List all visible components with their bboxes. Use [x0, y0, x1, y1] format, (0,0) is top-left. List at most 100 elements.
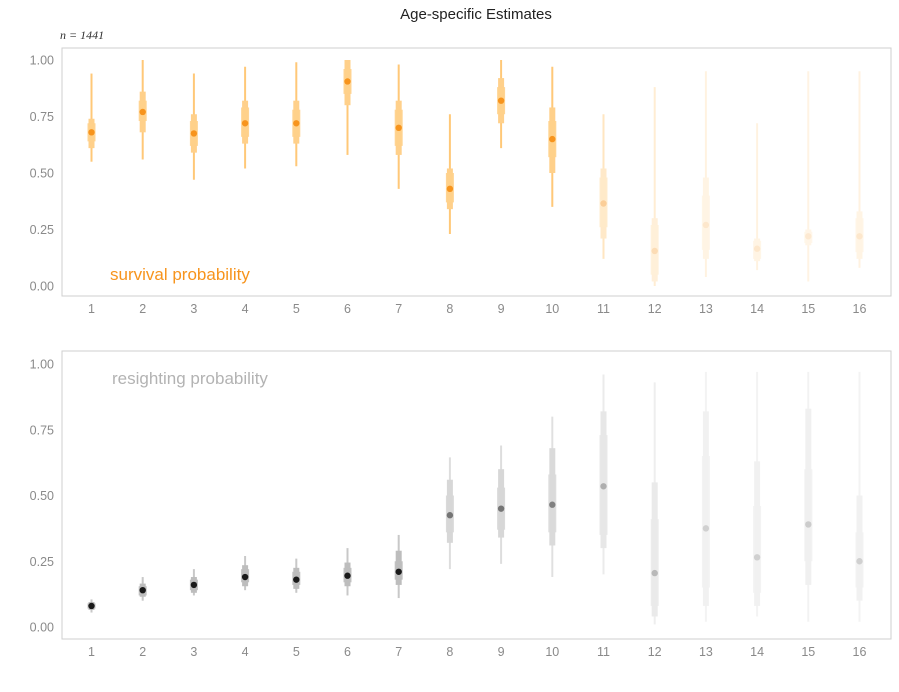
sample-size-note: n = 1441 [60, 28, 104, 42]
estimate-group [394, 534, 403, 599]
x-tick-label: 3 [190, 302, 197, 316]
estimate-point [293, 120, 300, 127]
inner-interval-bar [599, 177, 608, 228]
inner-interval-bar [855, 218, 864, 253]
estimate-group [189, 73, 198, 180]
estimate-point [497, 505, 505, 512]
estimate-group [650, 382, 659, 625]
estimate-group [138, 577, 147, 601]
estimate-point [549, 135, 556, 143]
estimate-point [190, 581, 198, 589]
x-tick-label: 13 [699, 645, 713, 659]
x-tick-label: 11 [597, 645, 610, 659]
estimate-point [293, 576, 300, 583]
x-tick-label: 6 [344, 645, 351, 659]
estimate-point [139, 586, 146, 594]
x-tick-label: 11 [597, 302, 610, 316]
x-tick-label: 14 [750, 645, 764, 659]
inner-interval-bar [753, 506, 762, 593]
y-tick-label: 0.50 [30, 489, 54, 503]
estimate-group [497, 60, 506, 149]
x-tick-label: 4 [242, 302, 249, 316]
estimate-point [344, 78, 351, 85]
estimate-point [88, 602, 95, 610]
x-tick-label: 12 [648, 645, 662, 659]
estimate-point [549, 501, 556, 508]
x-tick-label: 14 [750, 302, 764, 316]
estimate-group [445, 457, 454, 570]
estimate-point [702, 525, 710, 532]
estimate-group [292, 558, 301, 593]
y-tick-label: 1.00 [30, 358, 54, 372]
mid-interval-bar [549, 448, 556, 546]
mid-interval-bar [702, 411, 709, 606]
mid-interval-bar [754, 238, 761, 262]
y-tick-label: 0.00 [30, 621, 54, 635]
estimate-point [139, 108, 146, 116]
x-tick-label: 7 [395, 302, 402, 316]
estimate-group [804, 71, 813, 282]
x-tick-label: 3 [190, 645, 197, 659]
estimate-point [753, 554, 761, 561]
inner-interval-bar [804, 231, 813, 244]
x-tick-label: 10 [545, 302, 559, 316]
plot-frame [61, 47, 892, 297]
inner-interval-bar [804, 469, 813, 562]
mid-interval-bar [856, 211, 863, 259]
x-tick-label: 15 [801, 302, 815, 316]
mid-interval-bar [651, 218, 658, 282]
estimate-group [497, 445, 506, 564]
survival-panel: 0.000.250.500.751.001 2 3 4 5 6 7 8 9 10 11 12 13 14 1… [30, 47, 892, 316]
x-tick-label: 5 [293, 645, 300, 659]
x-tick-label: 2 [139, 645, 146, 659]
estimate-group [753, 371, 762, 617]
estimate-point [805, 233, 812, 240]
estimate-point [651, 569, 658, 577]
y-tick-label: 0.25 [30, 223, 54, 237]
estimate-point [446, 185, 454, 193]
estimate-group [701, 371, 710, 622]
x-tick-label: 9 [498, 302, 505, 316]
panel-label: resighting probability [112, 369, 268, 388]
estimate-group [445, 114, 454, 235]
y-tick-label: 0.75 [30, 423, 54, 437]
estimate-group [753, 123, 762, 271]
inner-interval-bar [855, 532, 864, 588]
x-tick-label: 1 [88, 302, 95, 316]
x-tick-label: 8 [446, 302, 453, 316]
estimate-point [241, 573, 249, 581]
x-tick-label: 16 [853, 645, 867, 659]
estimate-group [599, 374, 608, 575]
estimate-group [87, 599, 96, 613]
x-tick-label: 12 [648, 302, 662, 316]
x-tick-label: 5 [293, 302, 300, 316]
mid-interval-bar [805, 229, 812, 246]
estimate-group [189, 569, 198, 596]
x-tick-label: 6 [344, 302, 351, 316]
y-tick-label: 0.75 [30, 110, 54, 124]
y-tick-label: 0.00 [30, 280, 54, 294]
estimate-group [855, 371, 864, 622]
estimate-point [88, 129, 95, 136]
estimate-group [138, 60, 147, 160]
estimate-point [651, 247, 658, 255]
x-tick-label: 8 [446, 645, 453, 659]
estimate-group [241, 66, 250, 169]
mid-interval-bar [651, 482, 658, 617]
estimate-group [804, 371, 813, 622]
inner-interval-bar [650, 224, 659, 275]
estimate-group [548, 66, 557, 207]
chart-title: Age-specific Estimates [400, 6, 552, 23]
mid-interval-bar [805, 408, 812, 585]
mid-interval-bar [856, 495, 863, 601]
estimate-group [650, 87, 659, 286]
estimate-point [856, 558, 863, 565]
estimate-group [855, 71, 864, 268]
x-tick-label: 1 [88, 645, 95, 659]
inner-interval-bar [599, 435, 608, 535]
estimate-group [701, 71, 710, 277]
estimate-point [753, 245, 761, 252]
estimate-point [395, 568, 402, 575]
estimate-point [241, 120, 249, 127]
